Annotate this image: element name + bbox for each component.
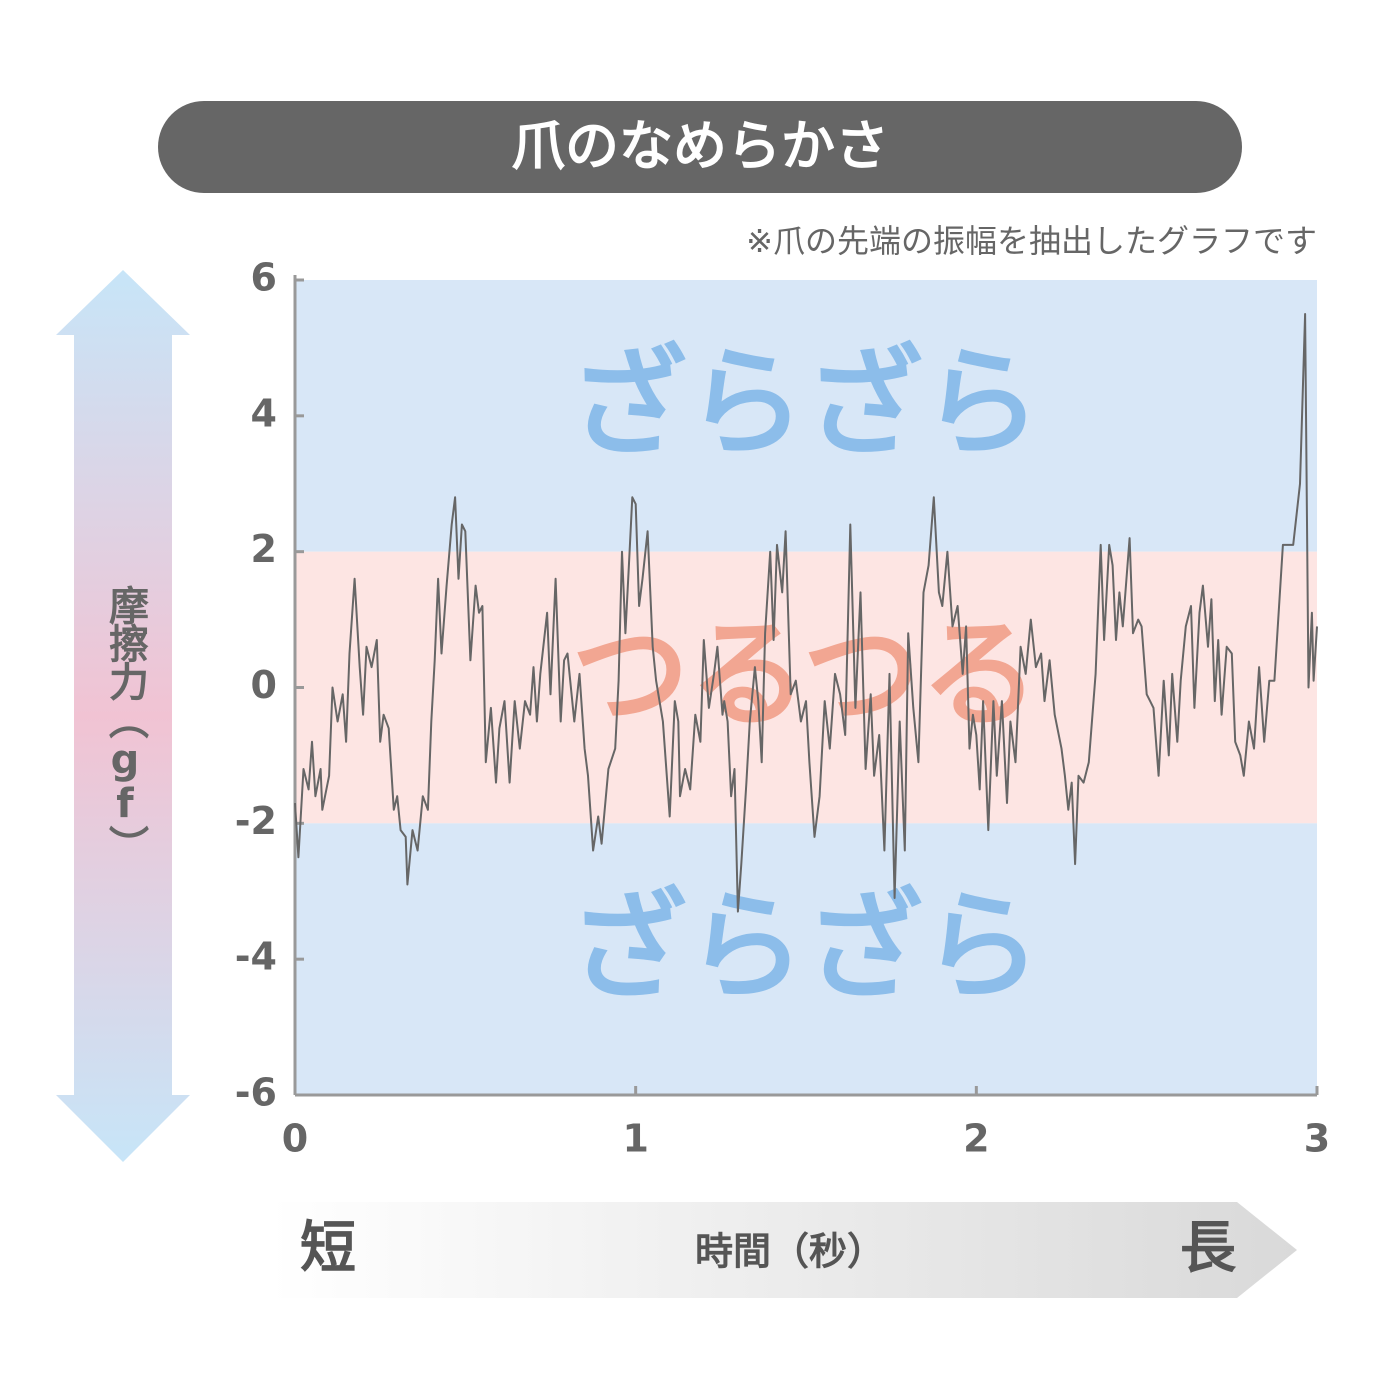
y-tick-label: -2 <box>235 799 277 843</box>
x-start-label: 短 <box>300 1216 356 1281</box>
band <box>295 280 1317 552</box>
y-tick-label: 4 <box>251 391 277 435</box>
note: ※爪の先端の振幅を抽出したグラフです <box>746 222 1317 260</box>
y-tick-label: 0 <box>251 663 277 707</box>
y-arrow <box>56 270 190 1162</box>
x-axis-title: 時間（秒） <box>695 1230 885 1274</box>
y-tick-label: -4 <box>235 935 277 979</box>
band-label: つるつる <box>571 606 1038 744</box>
chart-title: 爪のなめらかさ <box>511 115 889 178</box>
y-axis-title: 摩擦力（gf） <box>102 585 148 863</box>
x-tick-label: 3 <box>1304 1117 1330 1161</box>
x-arrow <box>270 1202 1297 1298</box>
x-tick-label: 2 <box>963 1117 989 1161</box>
y-tick-label: -6 <box>235 1071 277 1115</box>
plot: -6 -4 -2 0 2 4 6 0 1 2 3 <box>235 256 1330 1161</box>
x-tick-label: 1 <box>622 1117 648 1161</box>
title-pill <box>158 101 1242 193</box>
x-end-label: 長 <box>1180 1216 1237 1281</box>
y-tick-label: 6 <box>251 256 277 300</box>
y-tick-label: 2 <box>251 527 277 571</box>
band-label: ざらざら <box>569 334 1041 472</box>
data-line <box>294 313 1318 913</box>
band-label: ざらざら <box>569 877 1041 1015</box>
band <box>295 823 1317 1095</box>
x-tick-label: 0 <box>282 1117 308 1161</box>
